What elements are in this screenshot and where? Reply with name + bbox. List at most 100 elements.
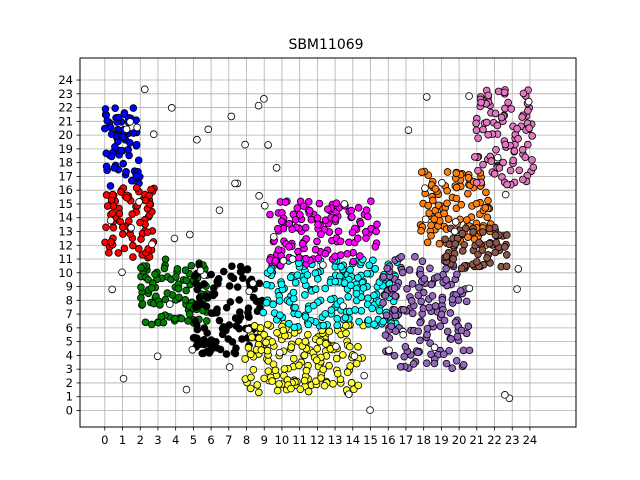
data-point [341, 313, 350, 322]
data-point [319, 261, 327, 269]
data-point [212, 308, 221, 317]
data-point [226, 298, 235, 306]
data-point [271, 366, 280, 375]
series-3 [189, 260, 267, 358]
data-point [279, 326, 288, 335]
data-point [298, 239, 307, 248]
data-point [275, 380, 283, 388]
data-point [368, 304, 376, 313]
data-point [422, 93, 431, 101]
data-point [118, 223, 127, 232]
data-point [375, 307, 384, 315]
data-point [294, 310, 303, 319]
data-point [260, 330, 268, 339]
data-point [111, 142, 119, 151]
data-point [360, 371, 368, 380]
data-point [304, 305, 313, 314]
x-tick-label: 17 [399, 433, 414, 447]
data-point [244, 325, 253, 334]
data-point [106, 216, 115, 225]
data-point [307, 215, 316, 224]
data-point [264, 141, 272, 149]
data-point [269, 233, 278, 241]
series-6 [266, 197, 381, 270]
data-point [451, 218, 460, 226]
data-point [350, 352, 359, 360]
data-point [501, 140, 510, 149]
data-point [147, 284, 156, 292]
data-point [246, 384, 255, 393]
data-point [137, 235, 145, 243]
data-point [440, 350, 448, 359]
data-point [450, 227, 459, 236]
data-point [427, 280, 436, 289]
y-tick-label: 11 [58, 252, 73, 266]
data-point [135, 198, 143, 206]
data-point [126, 118, 134, 126]
data-point [177, 314, 186, 323]
data-point [301, 223, 310, 232]
data-point [351, 306, 359, 314]
data-point [381, 331, 390, 339]
data-point [327, 306, 336, 314]
data-point [352, 289, 361, 298]
data-point [483, 213, 492, 222]
data-point [523, 140, 532, 149]
x-tick-label: 6 [207, 433, 214, 447]
data-point [504, 98, 512, 107]
data-point [346, 362, 354, 370]
data-point [354, 204, 363, 212]
data-point [167, 104, 176, 112]
data-point [262, 338, 270, 347]
data-point [215, 206, 224, 215]
data-point [260, 201, 269, 210]
data-point [417, 297, 425, 306]
x-axis-ticks: 0 1 2 3 4 5 6 7 8 9 10 11 12 13 14 15 16 17 18 19 20 21 22 23 24 [101, 427, 537, 447]
data-point [255, 279, 264, 288]
data-point [264, 320, 272, 329]
data-point [156, 301, 164, 309]
data-point [449, 255, 458, 263]
data-point [437, 310, 446, 319]
data-point [244, 343, 253, 352]
data-point [492, 145, 500, 154]
data-point [329, 379, 337, 388]
data-point [277, 280, 286, 289]
data-point [315, 199, 324, 208]
data-point [456, 287, 465, 295]
data-point [400, 352, 409, 361]
data-point [453, 270, 461, 279]
data-point [481, 204, 490, 212]
data-point [285, 319, 293, 328]
data-point [474, 166, 482, 175]
data-point [332, 354, 341, 363]
data-point [109, 223, 118, 232]
data-point [441, 235, 449, 244]
x-tick-label: 0 [101, 433, 108, 447]
data-point [345, 390, 353, 398]
data-point [519, 175, 527, 184]
data-point [349, 257, 358, 266]
data-point [137, 264, 145, 272]
data-point [427, 231, 435, 240]
data-point [272, 163, 281, 172]
data-point [444, 215, 453, 223]
data-point [327, 295, 335, 304]
data-point [186, 230, 194, 239]
data-point [254, 101, 263, 110]
data-point [219, 267, 228, 276]
data-point [519, 89, 528, 98]
data-point [291, 216, 300, 224]
data-point [421, 215, 430, 224]
data-point [513, 124, 521, 133]
x-tick-label: 22 [487, 433, 502, 447]
data-point [295, 253, 303, 262]
data-point [132, 172, 140, 180]
x-tick-label: 10 [275, 433, 290, 447]
data-point [431, 185, 440, 193]
x-tick-label: 16 [381, 433, 396, 447]
data-point [157, 312, 166, 321]
data-point [492, 238, 501, 247]
data-point [209, 289, 217, 298]
data-point [484, 196, 492, 205]
